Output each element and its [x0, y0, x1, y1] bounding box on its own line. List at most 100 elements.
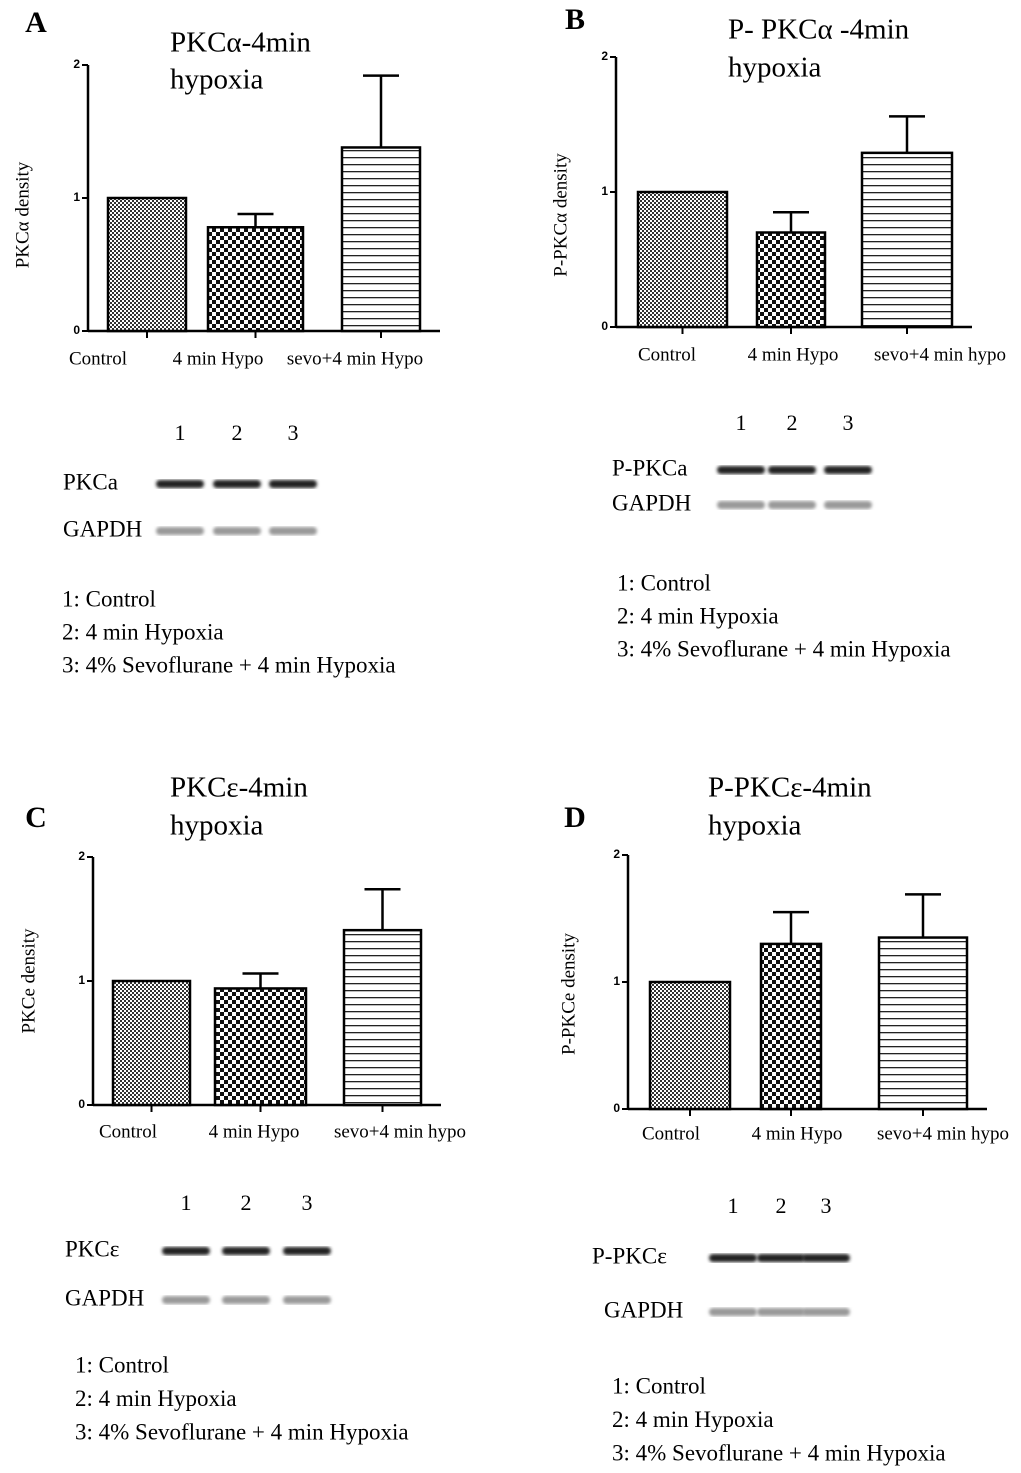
- x-tick-label: Control: [69, 348, 127, 369]
- chart-title: PKCε-4min: [170, 772, 308, 804]
- panel-letter: A: [25, 6, 47, 39]
- lane-number: 3: [288, 420, 299, 445]
- x-tick-label: 4 min Hypo: [209, 1121, 300, 1142]
- panel-letter: D: [564, 801, 586, 834]
- y-axis-label: P-PKCe density: [558, 933, 579, 1055]
- y-axis-label: P-PKCα density: [550, 153, 571, 277]
- legend-item: 1: Control: [62, 586, 156, 611]
- y-tick-label: 0: [73, 323, 80, 337]
- y-tick-label: 1: [73, 190, 80, 204]
- legend-item: 1: Control: [75, 1352, 169, 1377]
- blot-band: [802, 1254, 850, 1262]
- y-tick-label: 1: [78, 973, 85, 987]
- blot-band: [222, 1247, 270, 1255]
- blot-band: [757, 1308, 805, 1316]
- legend-item: 2: 4 min Hypoxia: [617, 603, 779, 628]
- lane-number: 3: [821, 1193, 832, 1218]
- lane-number: 2: [776, 1193, 787, 1218]
- blot-band: [709, 1308, 757, 1316]
- lane-number: 3: [302, 1190, 313, 1215]
- blot-band: [757, 1254, 805, 1262]
- blot-band: [213, 527, 261, 535]
- y-tick-label: 0: [78, 1097, 85, 1111]
- bar: [208, 227, 303, 331]
- lane-number: 1: [181, 1190, 192, 1215]
- blot-label: GAPDH: [612, 490, 691, 515]
- legend-item: 3: 4% Sevoflurane + 4 min Hypoxia: [617, 636, 951, 661]
- x-tick-label: Control: [638, 344, 696, 365]
- chart-title: hypoxia: [728, 52, 822, 84]
- legend-item: 3: 4% Sevoflurane + 4 min Hypoxia: [612, 1440, 946, 1465]
- blot-band: [717, 501, 765, 509]
- y-tick-label: 1: [613, 974, 620, 988]
- legend-item: 1: Control: [617, 570, 711, 595]
- lane-number: 1: [736, 410, 747, 435]
- lane-number: 1: [728, 1193, 739, 1218]
- bar: [344, 930, 421, 1105]
- bar: [113, 981, 190, 1105]
- y-axis-label: PKCe density: [18, 928, 39, 1034]
- lane-number: 2: [787, 410, 798, 435]
- bar: [761, 944, 821, 1109]
- legend-item: 2: 4 min Hypoxia: [62, 619, 224, 644]
- blot-label: GAPDH: [65, 1285, 144, 1310]
- bar: [757, 233, 825, 328]
- y-tick-label: 0: [601, 319, 608, 333]
- legend-item: 1: Control: [612, 1373, 706, 1398]
- chart-title: hypoxia: [170, 810, 264, 842]
- blot-band: [162, 1247, 210, 1255]
- blot-band: [709, 1254, 757, 1262]
- bar: [879, 938, 967, 1109]
- y-tick-label: 2: [78, 849, 85, 863]
- bar: [215, 988, 306, 1105]
- lane-number: 3: [843, 410, 854, 435]
- blot-label: PKCε: [65, 1236, 119, 1261]
- legend-item: 3: 4% Sevoflurane + 4 min Hypoxia: [75, 1419, 409, 1444]
- blot-label: P-PKCε: [592, 1243, 667, 1268]
- x-tick-label: sevo+4 min hypo: [334, 1121, 466, 1142]
- blot-band: [802, 1308, 850, 1316]
- blot-band: [156, 527, 204, 535]
- blot-band: [213, 480, 261, 488]
- x-tick-label: Control: [642, 1123, 700, 1144]
- y-tick-label: 1: [601, 184, 608, 198]
- blot-band: [824, 501, 872, 509]
- blot-band: [717, 466, 765, 474]
- y-tick-label: 2: [73, 57, 80, 71]
- chart-title: hypoxia: [170, 64, 264, 96]
- bar: [108, 198, 186, 331]
- blot-band: [162, 1296, 210, 1304]
- blot-band: [156, 480, 204, 488]
- chart-title: P- PKCα -4min: [728, 14, 910, 46]
- bar: [638, 192, 727, 327]
- legend-item: 2: 4 min Hypoxia: [612, 1407, 774, 1432]
- blot-label: GAPDH: [63, 516, 142, 541]
- chart-title: P-PKCε-4min: [708, 772, 872, 804]
- y-tick-label: 2: [601, 49, 608, 63]
- chart-title: hypoxia: [708, 810, 802, 842]
- chart-title: PKCα-4min: [170, 27, 311, 59]
- blot-band: [222, 1296, 270, 1304]
- blot-band: [824, 466, 872, 474]
- blot-label: GAPDH: [604, 1297, 683, 1322]
- lane-number: 2: [241, 1190, 252, 1215]
- x-tick-label: sevo+4 min hypo: [874, 344, 1006, 365]
- blot-label: PKCa: [63, 469, 118, 494]
- x-tick-label: 4 min Hypo: [748, 344, 839, 365]
- bar: [342, 147, 420, 331]
- panel-letter: C: [25, 801, 47, 834]
- x-tick-label: 4 min Hypo: [752, 1123, 843, 1144]
- blot-band: [768, 501, 816, 509]
- panel-letter: B: [565, 3, 585, 36]
- y-axis-label: PKCα density: [12, 161, 33, 268]
- x-tick-label: sevo+4 min hypo: [877, 1123, 1009, 1144]
- blot-band: [269, 527, 317, 535]
- blot-band: [283, 1296, 331, 1304]
- blot-band: [768, 466, 816, 474]
- blot-band: [269, 480, 317, 488]
- legend-item: 3: 4% Sevoflurane + 4 min Hypoxia: [62, 652, 396, 677]
- x-tick-label: 4 min Hypo: [173, 348, 264, 369]
- lane-number: 2: [232, 420, 243, 445]
- legend-item: 2: 4 min Hypoxia: [75, 1386, 237, 1411]
- x-tick-label: sevo+4 min Hypo: [287, 348, 423, 369]
